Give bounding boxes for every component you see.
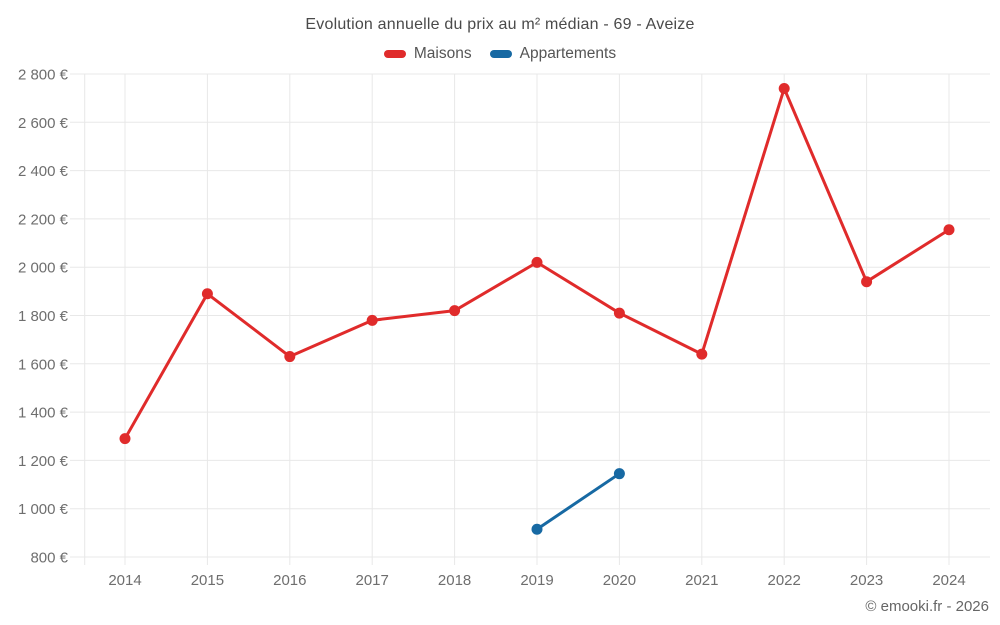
series-line-appartements: [535, 472, 621, 531]
x-axis-tick-label: 2017: [356, 572, 389, 589]
y-axis-tick-label: 2 400 €: [18, 163, 69, 180]
data-point-appartements[interactable]: [613, 468, 625, 480]
legend-label: Appartements: [519, 45, 617, 62]
copyright-footer: © emooki.fr - 2026: [865, 598, 989, 615]
legend-item-appartements[interactable]: Appartements: [489, 45, 617, 63]
x-axis-tick-label: 2018: [438, 572, 471, 589]
y-axis-tick-label: 1 000 €: [18, 501, 69, 518]
x-axis-tick-label: 2016: [273, 572, 306, 589]
data-point-maisons[interactable]: [613, 307, 625, 319]
y-axis-tick-label: 2 600 €: [18, 115, 69, 132]
y-axis-tick-label: 1 200 €: [18, 453, 69, 470]
data-point-appartements[interactable]: [531, 523, 543, 535]
x-axis-tick-label: 2019: [520, 572, 553, 589]
x-axis-tick-label: 2020: [603, 572, 636, 589]
chart-title: Evolution annuelle du prix au m² médian …: [305, 16, 695, 33]
y-axis-tick-label: 1 800 €: [18, 308, 69, 325]
legend-swatch-icon: [489, 50, 512, 58]
data-point-maisons[interactable]: [861, 276, 873, 288]
y-axis-tick-label: 1 400 €: [18, 405, 69, 422]
x-axis-tick-label: 2015: [191, 572, 224, 589]
x-axis-tick-label: 2021: [685, 572, 718, 589]
data-point-maisons[interactable]: [119, 433, 131, 445]
data-point-maisons[interactable]: [449, 305, 461, 317]
data-point-maisons[interactable]: [366, 314, 378, 326]
legend-swatch-icon: [383, 50, 406, 58]
x-axis-tick-label: 2024: [932, 572, 965, 589]
y-axis-tick-label: 2 200 €: [18, 211, 69, 228]
data-point-maisons[interactable]: [696, 348, 708, 360]
x-axis-tick-label: 2022: [768, 572, 801, 589]
x-axis-tick-label: 2014: [108, 572, 141, 589]
data-point-maisons[interactable]: [943, 224, 955, 236]
legend-item-maisons[interactable]: Maisons: [383, 45, 472, 63]
y-axis-tick-label: 800 €: [30, 550, 68, 567]
data-point-maisons[interactable]: [531, 256, 543, 268]
x-axis-tick-label: 2023: [850, 572, 883, 589]
data-point-maisons[interactable]: [284, 351, 296, 363]
data-point-maisons[interactable]: [201, 288, 213, 300]
y-axis-tick-label: 1 600 €: [18, 356, 69, 373]
y-axis-tick-label: 2 000 €: [18, 260, 69, 277]
legend-label: Maisons: [413, 45, 472, 62]
data-point-maisons[interactable]: [778, 82, 790, 94]
y-axis-tick-label: 2 800 €: [18, 67, 69, 84]
legend: Maisons Appartements: [0, 45, 1000, 63]
